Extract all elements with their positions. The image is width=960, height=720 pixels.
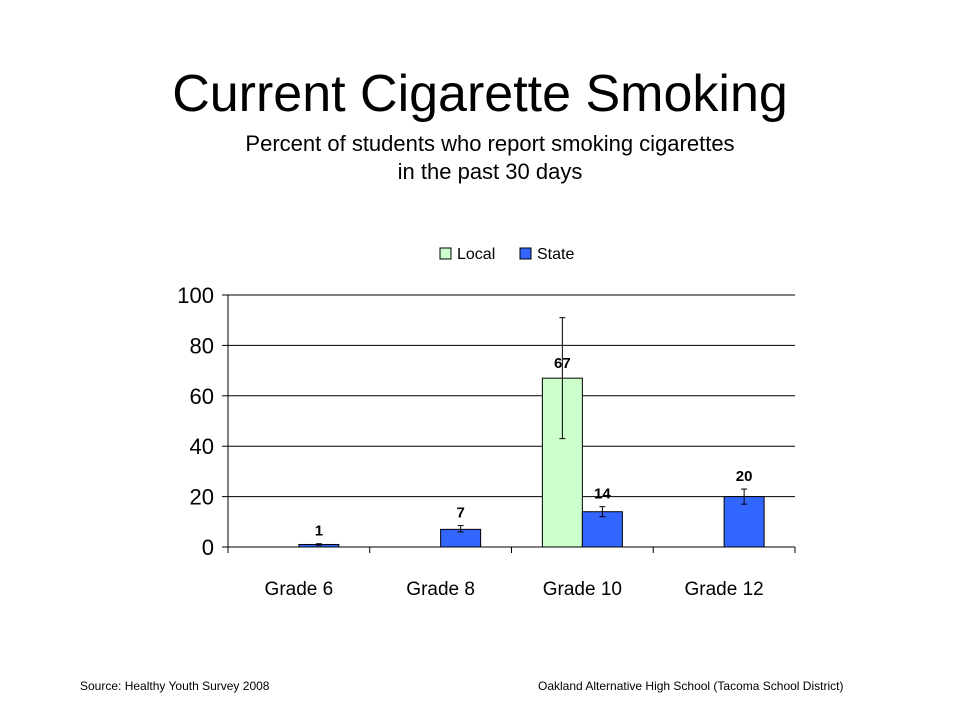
subtitle-line-2: in the past 30 days [397,159,583,184]
y-tick-label: 100 [177,283,214,308]
data-label: 1 [315,523,323,540]
legend-swatch-local [439,247,452,260]
bars [298,377,765,548]
legend: Local State [439,246,574,263]
legend-label-state: State [537,246,574,263]
data-label: 14 [594,486,611,503]
y-tick-label: 0 [202,535,214,560]
y-tick-label: 40 [190,434,214,459]
chart-subtitle: Percent of students who report smoking c… [0,130,960,186]
x-tick-label: Grade 8 [406,579,475,600]
y-tick-label: 80 [190,333,214,358]
data-label: 20 [736,468,753,485]
x-tick-label: Grade 12 [685,579,764,600]
y-tick-label: 60 [190,384,214,409]
subtitle-line-1: Percent of students who report smoking c… [245,131,735,156]
bar-state-2 [581,511,623,548]
legend-label-local: Local [457,246,495,263]
data-labels: 67 1 7 14 20 [315,355,753,540]
school-note: Oakland Alternative High School (Tacoma … [538,679,844,693]
x-tick-label: Grade 10 [543,579,622,600]
data-label: 67 [554,355,571,372]
data-label: 7 [456,505,464,522]
legend-swatch-state [519,247,532,260]
axes: 0 20 40 60 80 100 Grade 6 Grade 8 Grade 10 Grade … [177,283,796,600]
x-tick-label: Grade 6 [265,579,334,600]
error-bars [315,317,748,546]
source-note: Source: Healthy Youth Survey 2008 [80,679,270,693]
gridlines [228,294,795,498]
bar-state-3 [723,496,765,548]
y-tick-label: 20 [190,485,214,510]
chart-title: Current Cigarette Smoking [172,65,788,123]
